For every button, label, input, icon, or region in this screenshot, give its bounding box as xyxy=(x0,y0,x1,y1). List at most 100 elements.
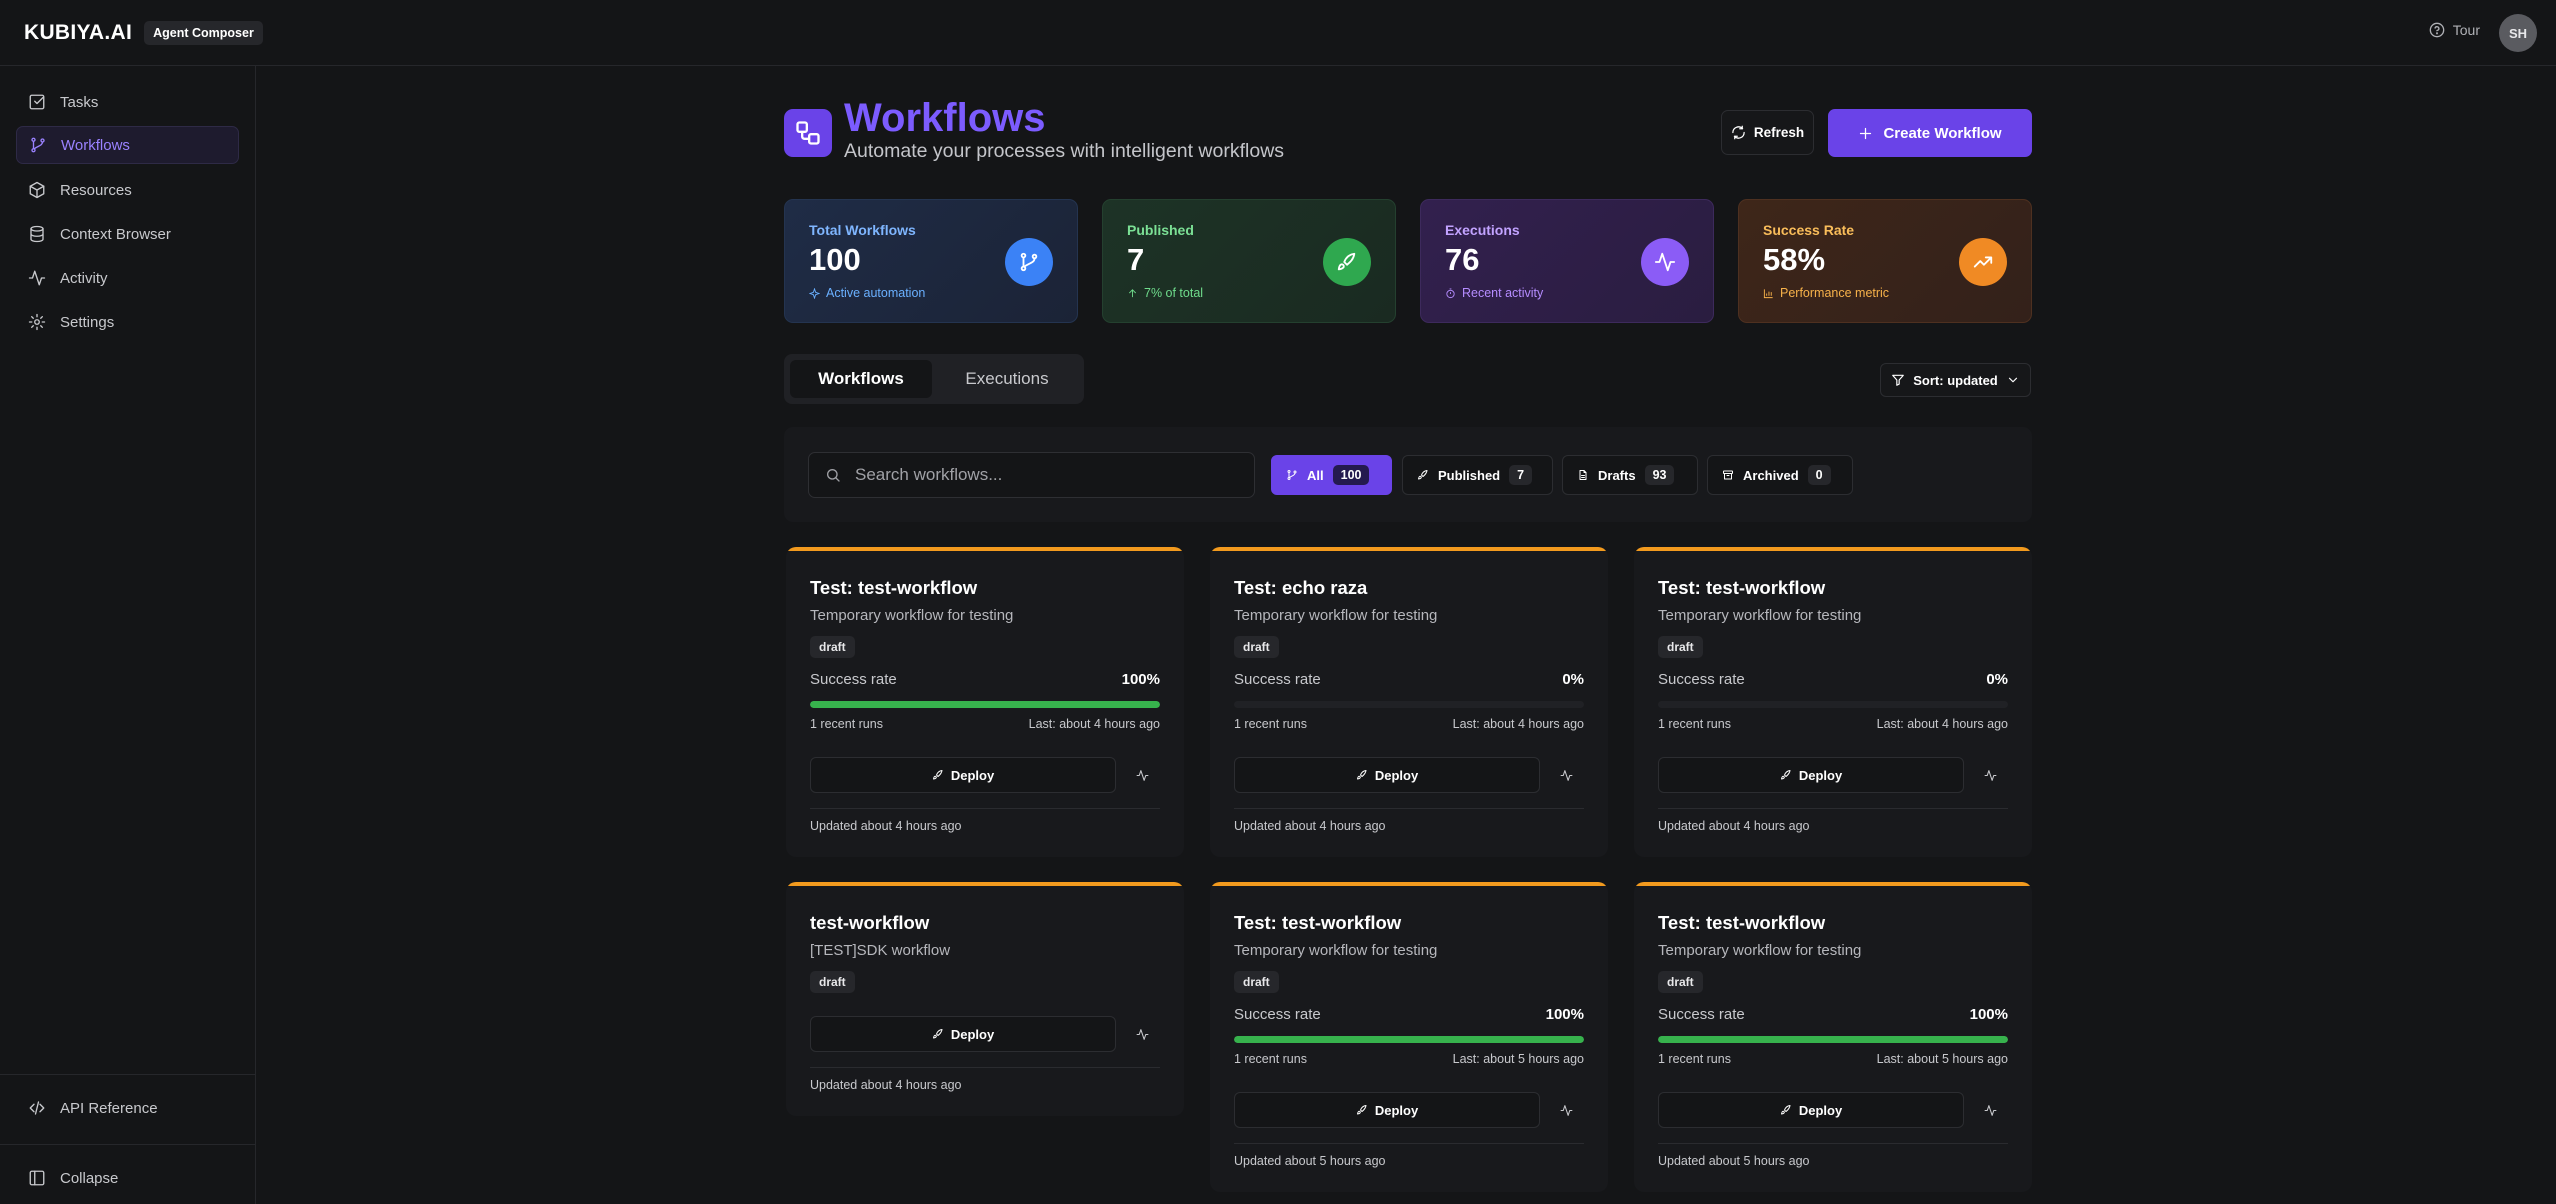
api-reference-link[interactable]: API Reference xyxy=(16,1089,239,1127)
workflow-card[interactable]: Test: test-workflow Temporary workflow f… xyxy=(1634,882,2032,1192)
create-workflow-label: Create Workflow xyxy=(1883,124,2002,142)
tour-button[interactable]: Tour xyxy=(2429,22,2480,38)
status-badge: draft xyxy=(810,971,855,993)
status-badge: draft xyxy=(1658,636,1703,658)
stat-value: 76 xyxy=(1445,242,1480,277)
tab-executions[interactable]: Executions xyxy=(965,369,1049,388)
success-rate-bar xyxy=(1234,1036,1584,1043)
stat-note-text: Active automation xyxy=(826,286,926,300)
archive-icon xyxy=(1723,470,1733,480)
search-box xyxy=(808,452,1255,498)
view-activity-button[interactable] xyxy=(1124,1016,1160,1052)
workflow-icon xyxy=(796,121,820,145)
top-bar: KUBIYA.AI Agent Composer Tour SH xyxy=(0,0,2556,66)
deploy-button[interactable]: Deploy xyxy=(1658,1092,1964,1128)
success-rate-value: 0% xyxy=(1562,671,1584,688)
user-avatar[interactable]: SH xyxy=(2499,14,2537,52)
view-activity-button[interactable] xyxy=(1972,1092,2008,1128)
brand-logo[interactable]: KUBIYA.AI xyxy=(24,20,133,44)
success-rate-value: 100% xyxy=(1545,1006,1584,1023)
file-icon xyxy=(1579,470,1587,480)
gear-icon xyxy=(28,313,46,331)
workflow-card[interactable]: Test: test-workflow Temporary workflow f… xyxy=(786,547,1184,857)
status-badge: draft xyxy=(1234,971,1279,993)
sidebar-item-resources[interactable]: Resources xyxy=(16,171,239,209)
stat-value: 58% xyxy=(1763,242,1826,277)
collapse-button[interactable]: Collapse xyxy=(16,1159,239,1197)
card-accent-line xyxy=(1634,882,2032,886)
updated-time: Updated about 4 hours ago xyxy=(1658,819,1810,833)
refresh-label: Refresh xyxy=(1753,125,1805,140)
view-activity-button[interactable] xyxy=(1124,757,1160,793)
success-rate-label: Success rate xyxy=(810,671,897,688)
deploy-button[interactable]: Deploy xyxy=(1658,757,1964,793)
workflow-card[interactable]: Test: test-workflow Temporary workflow f… xyxy=(1210,882,1608,1192)
sidebar-item-activity[interactable]: Activity xyxy=(16,259,239,297)
view-activity-button[interactable] xyxy=(1548,1092,1584,1128)
activity-icon xyxy=(1136,1028,1148,1040)
card-accent-line xyxy=(1210,547,1608,551)
stat-note: Recent activity xyxy=(1445,286,1689,300)
workflow-card[interactable]: test-workflow [TEST]SDK workflow draft D… xyxy=(786,882,1184,1116)
deploy-button[interactable]: Deploy xyxy=(810,757,1116,793)
success-rate-bar xyxy=(1234,701,1584,708)
stat-note-text: Performance metric xyxy=(1780,286,1890,300)
panel-left-icon xyxy=(29,1170,45,1186)
deploy-button[interactable]: Deploy xyxy=(810,1016,1116,1052)
sidebar-item-label: Settings xyxy=(60,313,115,331)
stat-card-executions: Executions 76 Recent activity xyxy=(1420,199,1714,323)
success-rate-value: 100% xyxy=(1121,671,1160,688)
trending-up-icon xyxy=(1973,256,1993,268)
sidebar-item-workflows[interactable]: Workflows xyxy=(16,126,239,164)
page-subtitle: Automate your processes with intelligent… xyxy=(844,140,1285,162)
status-badge: draft xyxy=(1234,636,1279,658)
sidebar-divider xyxy=(0,1074,256,1075)
stat-note: 7% of total xyxy=(1127,286,1371,300)
sidebar-item-settings[interactable]: Settings xyxy=(16,303,239,341)
success-rate-value: 100% xyxy=(1969,1006,2008,1023)
sort-dropdown[interactable]: Sort: updated xyxy=(1880,363,2031,397)
product-badge: Agent Composer xyxy=(144,20,263,45)
card-divider xyxy=(1234,1143,1584,1144)
filter-chip-archived[interactable]: Archived 0 xyxy=(1707,455,1853,495)
stat-value: 100 xyxy=(809,242,861,277)
create-workflow-button[interactable]: Create Workflow xyxy=(1828,109,2032,157)
success-rate-fill xyxy=(810,701,1160,708)
tab-workflows[interactable]: Workflows xyxy=(790,360,932,398)
filter-chip-label: Archived xyxy=(1743,467,1799,483)
rocket-icon xyxy=(1356,770,1367,780)
view-activity-button[interactable] xyxy=(1548,757,1584,793)
arrow-up-icon xyxy=(1128,288,1137,297)
refresh-button[interactable]: Refresh xyxy=(1721,110,1814,155)
workflow-card[interactable]: Test: test-workflow Temporary workflow f… xyxy=(1634,547,2032,857)
deploy-label: Deploy xyxy=(950,1026,995,1042)
deploy-button[interactable]: Deploy xyxy=(1234,757,1540,793)
database-icon xyxy=(30,225,44,243)
collapse-label: Collapse xyxy=(60,1169,119,1187)
code-icon xyxy=(29,1101,45,1115)
activity-icon xyxy=(28,270,46,286)
last-run: Last: about 5 hours ago xyxy=(1452,1052,1584,1066)
recent-runs: 1 recent runs xyxy=(1658,1052,1731,1066)
view-activity-button[interactable] xyxy=(1972,757,2008,793)
filter-chip-drafts[interactable]: Drafts 93 xyxy=(1562,455,1698,495)
filter-chip-published[interactable]: Published 7 xyxy=(1402,455,1553,495)
success-rate-label: Success rate xyxy=(1234,1006,1321,1023)
card-divider xyxy=(1658,1143,2008,1144)
workflow-card[interactable]: Test: echo raza Temporary workflow for t… xyxy=(1210,547,1608,857)
rocket-icon xyxy=(1418,470,1428,480)
deploy-button[interactable]: Deploy xyxy=(1234,1092,1540,1128)
refresh-icon xyxy=(1732,125,1745,140)
sidebar-item-tasks[interactable]: Tasks xyxy=(16,83,239,121)
search-input[interactable] xyxy=(855,465,1235,485)
updated-time: Updated about 4 hours ago xyxy=(810,819,962,833)
success-rate-bar xyxy=(1658,1036,2008,1043)
last-run: Last: about 4 hours ago xyxy=(1028,717,1160,731)
deploy-label: Deploy xyxy=(1798,1102,1843,1118)
activity-icon xyxy=(1136,769,1148,781)
card-title: Test: echo raza xyxy=(1234,577,1368,598)
card-description: [TEST]SDK workflow xyxy=(810,942,951,959)
filter-chip-all[interactable]: All 100 xyxy=(1271,455,1392,495)
sidebar-item-context-browser[interactable]: Context Browser xyxy=(16,215,239,253)
tour-label: Tour xyxy=(2452,22,2480,38)
